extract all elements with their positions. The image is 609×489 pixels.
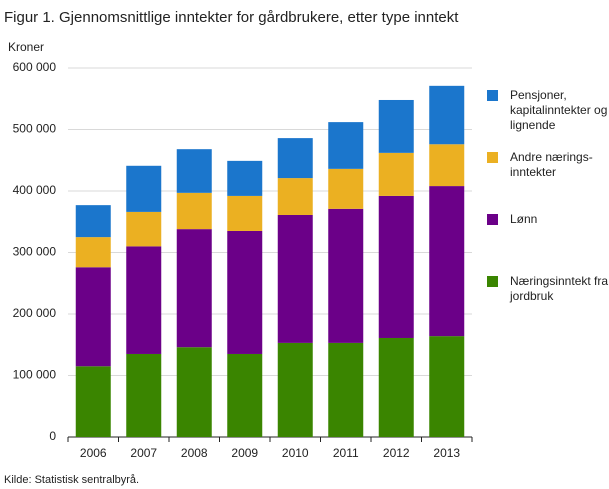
bar-segment <box>429 85 465 145</box>
y-tick-label: 300 000 <box>13 245 57 259</box>
legend-label: Andre nærings-inntekter <box>510 150 593 179</box>
y-tick-label: 600 000 <box>13 60 57 74</box>
bar-segment <box>277 138 313 179</box>
legend-label: Pensjoner, kapitalinntekter og lignende <box>510 88 608 132</box>
legend-swatch <box>487 214 498 225</box>
bar-segment <box>429 186 465 337</box>
x-tick-label: 2011 <box>333 446 359 460</box>
bar-segment <box>277 342 313 437</box>
bar-segment <box>378 99 414 153</box>
legend-label: Næringsinntekt fra jordbruk <box>510 274 609 303</box>
bar-segment <box>126 353 162 437</box>
bar-segment <box>75 267 111 367</box>
bar-segment <box>328 342 364 437</box>
chart-title: Figur 1. Gjennomsnittlige inntekter for … <box>4 9 459 26</box>
bar-segment <box>75 205 111 238</box>
bar-segment <box>277 214 313 343</box>
bar-segment <box>75 366 111 437</box>
bar-segment <box>176 192 212 230</box>
bar-segment <box>378 195 414 338</box>
y-tick-label: 100 000 <box>13 368 57 382</box>
x-tick-label: 2008 <box>181 446 208 460</box>
bar-segment <box>227 160 263 196</box>
y-axis-label: Kroner <box>8 40 44 54</box>
bar-segment <box>429 144 465 187</box>
x-tick-label: 2007 <box>130 446 157 460</box>
bar-segment <box>328 208 364 343</box>
legend-swatch <box>487 152 498 163</box>
y-tick-label: 400 000 <box>13 183 57 197</box>
bar-segment <box>378 337 414 437</box>
bar-segment <box>277 178 313 215</box>
bar-segment <box>75 237 111 268</box>
x-tick-label: 2010 <box>282 446 309 460</box>
x-tick-label: 2013 <box>433 446 460 460</box>
bar-segment <box>378 152 414 196</box>
x-tick-label: 2009 <box>231 446 258 460</box>
bar-segment <box>126 246 162 354</box>
y-tick-label: 0 <box>49 429 56 443</box>
x-tick-label: 2006 <box>80 446 107 460</box>
bar-segment <box>176 229 212 348</box>
y-tick-label: 200 000 <box>13 306 57 320</box>
bar-segment <box>429 336 465 437</box>
bar-segment <box>176 347 212 437</box>
x-tick-label: 2012 <box>383 446 410 460</box>
bar-segment <box>126 165 162 212</box>
legend-label: Lønn <box>510 212 538 226</box>
bar-segment <box>328 122 364 169</box>
bar-segment <box>227 230 263 354</box>
bar-segment <box>176 149 212 193</box>
bar-segment <box>328 168 364 209</box>
bar-segment <box>227 195 263 231</box>
legend-swatch <box>487 276 498 287</box>
source-note: Kilde: Statistisk sentralbyrå. <box>4 474 139 486</box>
bar-segment <box>126 211 162 247</box>
y-tick-label: 500 000 <box>13 122 57 136</box>
legend-swatch <box>487 90 498 101</box>
bar-segment <box>227 353 263 437</box>
